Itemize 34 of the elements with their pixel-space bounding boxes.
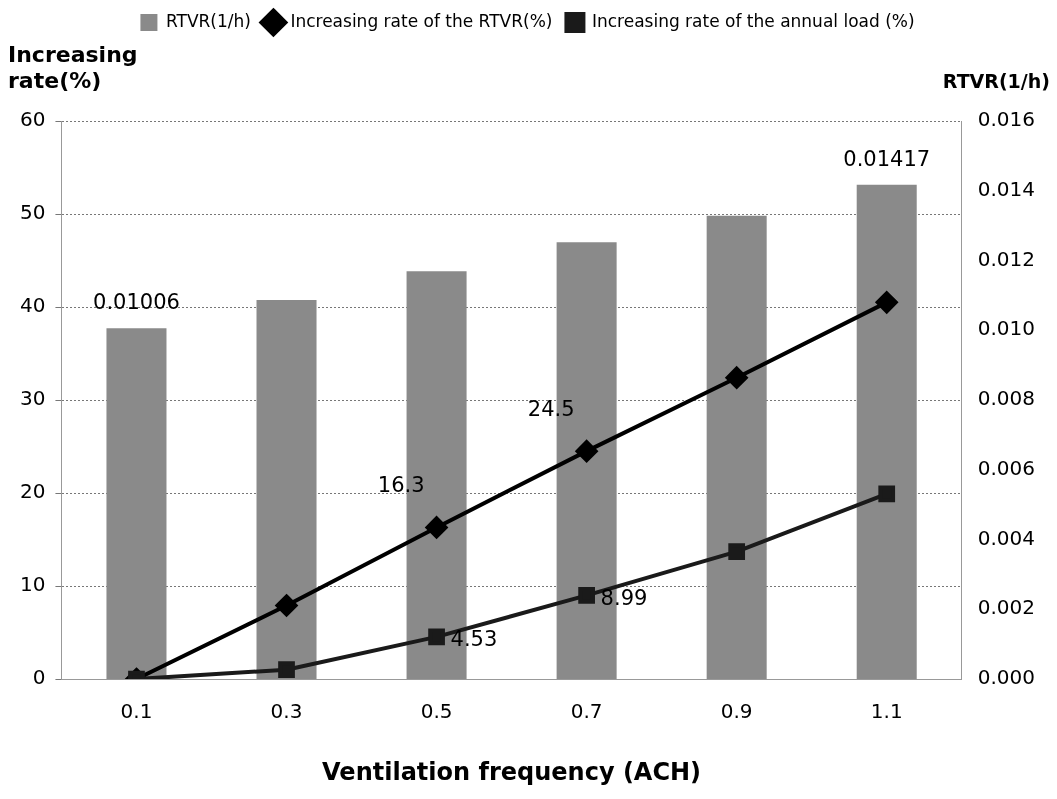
y2-tick-label: 0.016	[977, 107, 1036, 132]
y2-tick-label: 0.012	[977, 246, 1036, 271]
legend-label: Increasing rate of the RTVR(%)	[290, 10, 553, 31]
y-tick-label: 0	[32, 665, 46, 690]
legend-label: RTVR(1/h)	[165, 10, 251, 31]
x-tick-label: 0.7	[570, 699, 603, 724]
x-tick-label: 1.1	[870, 699, 903, 724]
data-label: 24.5	[527, 397, 575, 422]
y-axis-title: Increasing rate(%)	[8, 42, 138, 93]
data-label: 4.53	[450, 627, 498, 652]
y-tick-label: 60	[20, 107, 46, 132]
y-tick-label: 20	[20, 479, 46, 504]
legend-label: Increasing rate of the annual load (%)	[591, 10, 915, 31]
y-tick-label: 30	[20, 386, 46, 411]
y2-tick-label: 0.004	[977, 525, 1036, 550]
x-axis-title: Ventilation frequency (ACH)	[322, 758, 702, 786]
y2-axis-title: RTVR(1/h)	[942, 70, 1050, 92]
y2-tick-label: 0.008	[977, 386, 1036, 411]
x-tick-label: 0.5	[420, 699, 453, 724]
x-tick-label: 0.9	[720, 699, 753, 724]
y-tick-label: 10	[20, 572, 46, 597]
y2-tick-label: 0.010	[977, 316, 1036, 341]
y2-tick-label: 0.000	[977, 665, 1036, 690]
x-tick-label: 0.3	[270, 699, 303, 724]
data-label: 0.01417	[843, 146, 931, 171]
x-tick-label: 0.1	[120, 699, 153, 724]
data-label: 0.01006	[93, 290, 180, 315]
y-tick-label: 40	[20, 293, 46, 318]
data-label: 16.3	[377, 473, 425, 498]
y-tick-label: 50	[20, 200, 46, 225]
y2-tick-label: 0.002	[977, 595, 1036, 620]
data-label: 8.99	[600, 585, 648, 610]
y2-tick-label: 0.014	[977, 176, 1036, 201]
y2-tick-label: 0.006	[977, 455, 1036, 480]
